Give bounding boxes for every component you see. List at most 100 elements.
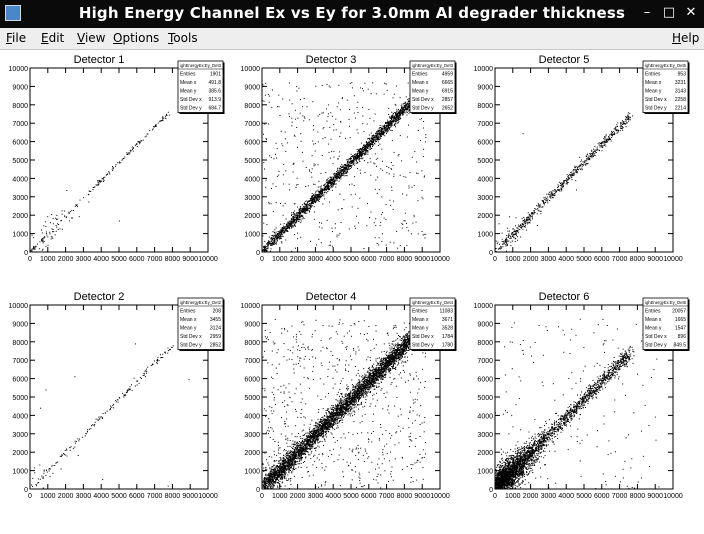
close-button[interactable]: ✕	[681, 4, 701, 22]
data-point	[99, 180, 100, 181]
data-point	[66, 190, 67, 191]
data-point	[409, 113, 410, 114]
stats-value: 3124	[210, 326, 221, 332]
data-point	[349, 161, 350, 162]
menu-edit[interactable]: Edit	[41, 31, 64, 45]
data-point	[505, 240, 506, 241]
data-point	[569, 174, 570, 175]
data-point	[293, 212, 294, 213]
menu-options[interactable]: Options	[113, 31, 159, 45]
data-point	[305, 201, 306, 202]
maximize-button[interactable]: □	[659, 4, 679, 22]
data-point	[389, 125, 390, 126]
data-point	[288, 222, 289, 223]
data-point	[157, 357, 158, 358]
data-point	[312, 199, 313, 200]
x-tick-label: 2000	[58, 256, 74, 263]
data-point	[516, 227, 517, 228]
data-point	[381, 214, 382, 215]
window-titlebar[interactable]: High Energy Channel Ex vs Ey for 3.0mm A…	[0, 0, 704, 28]
data-point	[300, 206, 301, 207]
stats-value: 491.8	[208, 80, 221, 86]
data-point	[606, 139, 607, 140]
data-point	[538, 210, 539, 211]
data-point	[162, 116, 163, 117]
data-point	[274, 236, 275, 237]
menu-help[interactable]: Help	[672, 31, 699, 45]
data-point	[373, 144, 374, 145]
data-point	[326, 108, 327, 109]
data-point	[561, 189, 562, 190]
data-point	[518, 229, 519, 230]
data-point	[601, 146, 602, 147]
data-point	[588, 159, 589, 160]
data-point	[553, 190, 554, 191]
data-point	[536, 205, 537, 206]
data-point	[611, 135, 612, 136]
data-point	[538, 206, 539, 207]
data-point	[406, 110, 407, 111]
data-point	[297, 214, 298, 215]
data-point	[297, 233, 298, 234]
data-point	[98, 420, 99, 421]
data-point	[339, 156, 340, 157]
data-point	[374, 163, 375, 164]
data-point	[277, 176, 278, 177]
data-point	[332, 246, 333, 247]
data-point	[291, 125, 292, 126]
data-point	[516, 235, 517, 236]
data-point	[378, 139, 379, 140]
data-point	[511, 234, 512, 235]
data-point	[511, 233, 512, 234]
menu-view[interactable]: View	[77, 31, 105, 45]
data-point	[283, 226, 284, 227]
data-point	[284, 223, 285, 224]
data-point	[395, 124, 396, 125]
menu-file[interactable]: File	[6, 31, 26, 45]
data-point	[403, 110, 404, 111]
data-point	[516, 230, 517, 231]
data-point	[300, 222, 301, 223]
data-point	[420, 140, 421, 141]
data-point	[381, 196, 382, 197]
data-point	[393, 113, 394, 114]
data-point	[416, 173, 417, 174]
data-point	[546, 198, 547, 199]
data-point	[318, 239, 319, 240]
x-tick-label: 1000	[40, 256, 56, 263]
data-point	[361, 158, 362, 159]
data-point	[609, 137, 610, 138]
data-point	[583, 161, 584, 162]
data-point	[393, 209, 394, 210]
data-point	[264, 247, 265, 248]
detector-panel: Detector 2010002000300040005000600070008…	[9, 291, 225, 500]
data-point	[64, 216, 65, 217]
data-point	[339, 233, 340, 234]
data-point	[584, 162, 585, 163]
menu-tools[interactable]: Tools	[168, 31, 198, 45]
data-point	[272, 89, 273, 90]
data-point	[296, 212, 297, 213]
data-point	[573, 175, 574, 176]
data-point	[373, 135, 374, 136]
data-point	[335, 184, 336, 185]
stats-value: 1901	[210, 72, 221, 78]
data-point	[596, 149, 597, 150]
data-point	[151, 365, 152, 366]
minimize-button[interactable]: –	[637, 4, 657, 22]
data-point	[359, 153, 360, 154]
data-point	[322, 228, 323, 229]
data-point	[566, 183, 567, 184]
data-point	[513, 235, 514, 236]
data-point	[336, 174, 337, 175]
data-point	[63, 453, 64, 454]
data-point	[363, 151, 364, 152]
data-point	[509, 216, 510, 217]
data-point	[588, 158, 589, 159]
detector-plots[interactable]: Detector 1010002000300040005000600070008…	[0, 50, 704, 530]
data-point	[274, 244, 275, 245]
data-point	[620, 128, 621, 129]
data-point	[158, 123, 159, 124]
panel-title: Detector 4	[306, 291, 357, 303]
